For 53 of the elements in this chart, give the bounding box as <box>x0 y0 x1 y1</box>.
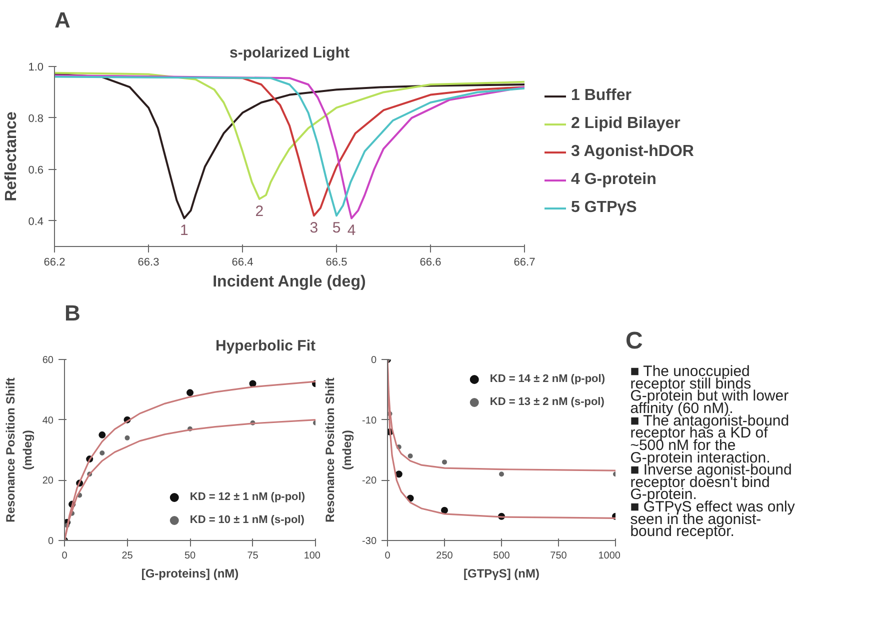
annotation: 1 <box>180 222 188 240</box>
legend-label: KD = 10 ± 1 nM (s-pol) <box>190 514 304 526</box>
y-tick-label: 0.4 <box>28 216 44 228</box>
x-tick-label: 50 <box>184 550 196 562</box>
y-tick-label: 0.6 <box>28 164 44 176</box>
y-axis-title: Resonance Position Shift (mdeg) <box>4 378 34 522</box>
x-tick-label: 250 <box>436 550 454 562</box>
y-tick-label: -30 <box>362 536 377 547</box>
annotation: 4 <box>347 222 356 240</box>
y-tick-label: 40 <box>42 415 54 426</box>
legend-label: KD = 14 ± 2 nM (p-pol) <box>490 373 605 385</box>
y-tick-label: 0 <box>48 536 54 547</box>
text: C <box>626 328 643 354</box>
x-axis-title: [GTPγS] (nM) <box>464 566 540 580</box>
x-tick-label: 0 <box>62 550 68 562</box>
y-tick-label: -20 <box>362 476 377 487</box>
y-tick-label: 0 <box>370 355 377 366</box>
y-tick-label: 60 <box>42 355 54 366</box>
x-axis-title: [G-proteins] (nM) <box>141 566 239 580</box>
chart-title: Hyperbolic Fit <box>215 338 316 354</box>
text: A <box>54 8 70 32</box>
x-tick-label: 66.7 <box>514 256 536 268</box>
x-tick-label: 25 <box>122 550 134 562</box>
legend-label: 1 Buffer <box>571 87 632 105</box>
legend-label: 3 Agonist-hDOR <box>571 143 694 161</box>
annotation: 3 <box>310 220 318 237</box>
y-tick-label: 1.0 <box>28 62 44 74</box>
x-tick-label: 75 <box>247 550 259 562</box>
annotation: 5 <box>332 220 341 237</box>
legend-label: 5 GTPγS <box>571 199 637 217</box>
y-tick-label: -10 <box>362 415 377 426</box>
x-tick-label: 66.4 <box>232 256 254 268</box>
y-tick-label: 20 <box>42 476 54 487</box>
x-axis-title: Incident Angle (deg) <box>212 274 366 290</box>
y-axis-title: Resonance Position Shift (mdeg) <box>323 378 354 522</box>
y-tick-label: 0.8 <box>28 112 44 125</box>
legend-label: 4 G-protein <box>571 171 656 189</box>
legend-label: 2 Lipid Bilayer <box>571 115 680 133</box>
x-tick-label: 66.2 <box>44 256 66 268</box>
x-tick-label: 750 <box>550 550 568 562</box>
x-tick-label: 66.5 <box>326 256 348 268</box>
x-tick-label: 1000 <box>598 550 621 562</box>
legend-label: KD = 12 ± 1 nM (p-pol) <box>190 491 305 503</box>
x-tick-label: 100 <box>304 550 321 562</box>
x-tick-label: 0 <box>384 550 391 562</box>
x-tick-label: 66.3 <box>138 256 160 268</box>
legend-label: KD = 13 ± 2 nM (s-pol) <box>490 396 604 408</box>
x-tick-label: 66.6 <box>420 256 442 268</box>
y-axis-title: Reflectance <box>3 111 20 202</box>
annotation: 2 <box>255 202 264 220</box>
text: B <box>64 300 80 326</box>
x-tick-label: 500 <box>493 550 510 562</box>
chart-title: s-polarized Light <box>230 44 350 62</box>
